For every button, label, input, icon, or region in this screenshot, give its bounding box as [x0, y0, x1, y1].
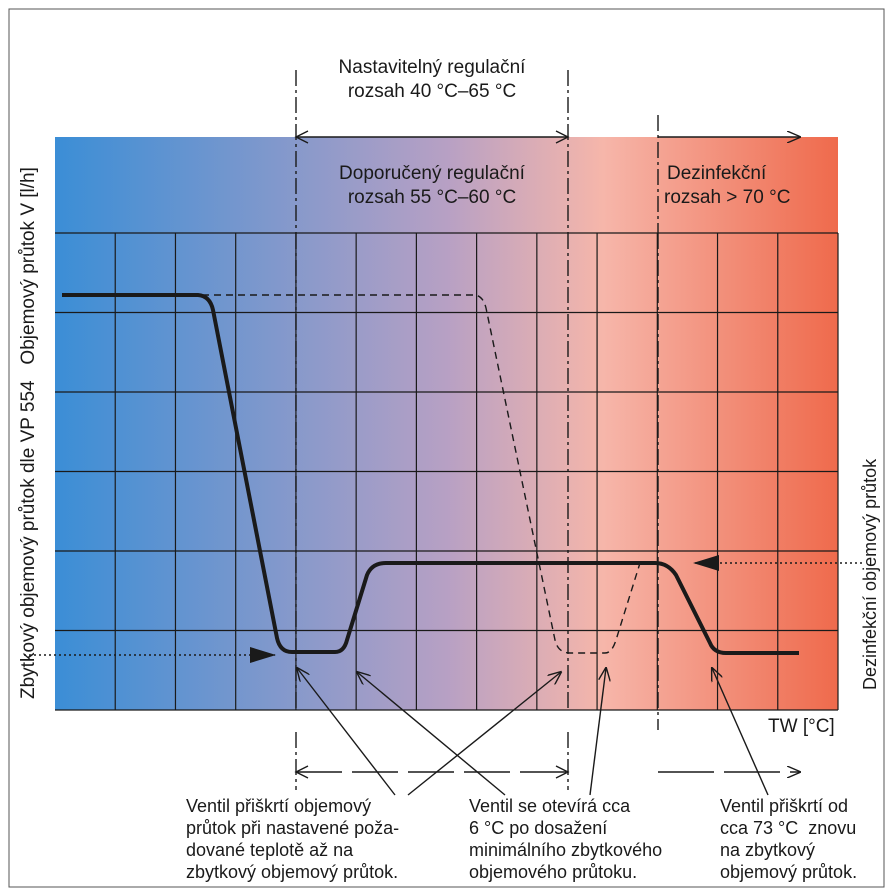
note-left-line-2: průtok při nastavené poža- [186, 818, 399, 838]
flow-indicators [24, 555, 862, 663]
note-middle-line-2: 6 °C po dosažení [469, 818, 607, 838]
note-middle: Ventil se otevírá cca 6 °C po dosažení m… [469, 796, 662, 882]
note-middle-line-3: minimálního zbytkového [469, 840, 662, 860]
disinfection-range-label-1: Dezinfekční [667, 163, 767, 184]
flow-curves [62, 293, 799, 655]
lower-adjustable-arrow-right [555, 765, 570, 779]
right-axis-label: Dezinfekční objemový průtok [860, 458, 880, 690]
adjustable-range-arrow-left [294, 130, 309, 144]
leader-middle-to-solid [357, 672, 506, 796]
leader-middle-to-dashed [589, 668, 606, 796]
adjustable-range-label-2: rozsah 40 °C–65 °C [348, 81, 516, 102]
recommended-range-curve [190, 294, 641, 654]
disinfection-labels: Dezinfekční rozsah > 70 °C [664, 163, 790, 208]
leader-right [712, 668, 769, 796]
note-middle-line-1: Ventil se otevírá cca [469, 796, 631, 816]
disinfection-range-label-2: rozsah > 70 °C [664, 187, 790, 208]
gradient-background [55, 137, 838, 710]
note-right-line-2: cca 73 °C znovu [720, 818, 856, 838]
range-labels: Nastavitelný regulační rozsah 40 °C–65 °… [339, 57, 527, 208]
note-middle-line-4: objemového průtoku. [469, 862, 637, 882]
y-axis-label: Zbytkový objemový průtok dle VP 554 Obje… [18, 167, 39, 699]
note-right-line-3: na zbytkový [720, 840, 815, 860]
recommended-range-label-2: rozsah 55 °C–60 °C [348, 187, 516, 208]
adjustable-range-curve [62, 293, 799, 655]
adjustable-range-label-1: Nastavitelný regulační [339, 57, 527, 78]
note-right-line-4: objemový průtok. [720, 862, 857, 882]
lower-adjustable-arrow-left [294, 765, 309, 779]
x-axis-label: TW [°C] [768, 716, 835, 737]
adjustable-range-arrow-right [555, 130, 570, 144]
note-right: Ventil přiškrtí od cca 73 °C znovu na zb… [720, 796, 857, 882]
leader-left [297, 668, 396, 796]
recommended-range-label-1: Doporučený regulační [339, 163, 526, 184]
note-left: Ventil přiškrtí objemový průtok při nast… [186, 796, 399, 882]
note-left-line-3: dované teplotě až na [186, 840, 354, 860]
note-right-line-1: Ventil přiškrtí od [720, 796, 848, 816]
leader-lines [297, 668, 769, 796]
note-left-line-1: Ventil přiškrtí objemový [186, 796, 371, 816]
range-markers [294, 70, 800, 790]
note-left-line-4: zbytkový objemový průtok. [186, 862, 398, 882]
leader-left-to-dashed [407, 672, 561, 796]
